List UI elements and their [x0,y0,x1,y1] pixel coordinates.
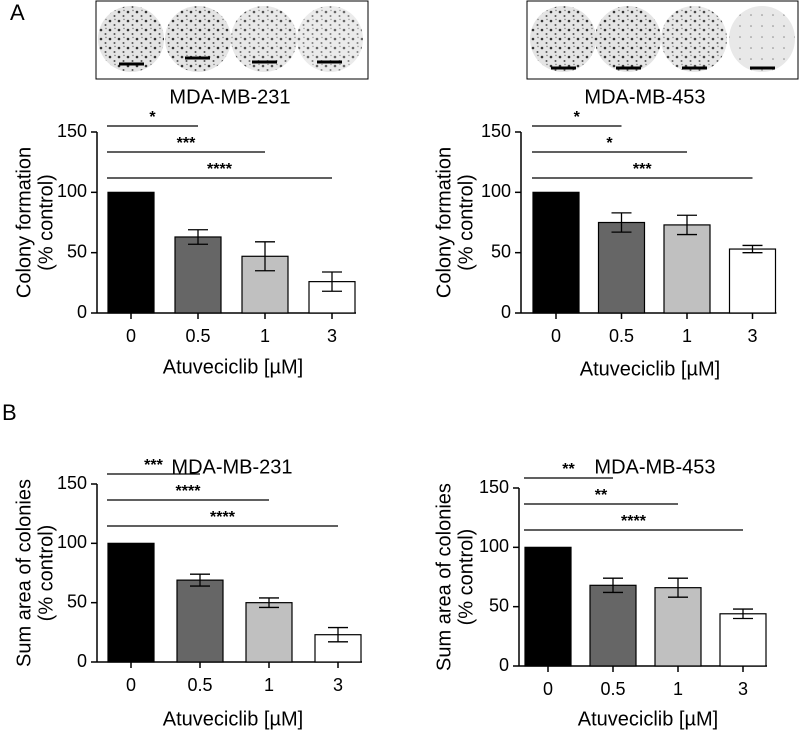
y-tick-label: 0 [77,302,87,322]
y-tick-label: 150 [57,121,87,141]
y-axis-label: Sum area of colonies [433,483,455,671]
x-tick-label: 0 [126,326,136,346]
error-bar [322,271,342,292]
x-tick-label: 3 [333,675,343,695]
significance-label: **** [210,509,236,526]
y-tick-label: 150 [479,477,509,497]
y-axis-label: (% control) [35,525,57,622]
y-tick-label: 50 [67,591,87,611]
x-tick-label: 3 [738,679,748,699]
chart-title: MDA-MB-453 [584,86,705,108]
error-bar [603,577,623,594]
y-axis-label: (% control) [455,529,477,626]
chart-title: MDA-MB-231 [171,456,292,478]
y-axis-label: Colony formation [433,147,455,298]
x-tick-label: 0 [543,679,553,699]
x-tick-label: 0.5 [609,326,634,346]
error-bar [188,229,208,245]
error-bar [611,212,632,233]
error-bar [259,597,279,609]
error-bar [668,577,688,598]
y-tick-label: 50 [489,595,509,615]
significance-label: *** [177,135,196,152]
bar [654,587,702,667]
x-axis-label: Atuveciclib [µM] [580,358,720,380]
x-tick-label: 1 [264,675,274,695]
chart-title: MDA-MB-453 [594,456,715,478]
x-tick-label: 1 [682,326,692,346]
significance-label: ** [595,487,608,504]
error-bar [190,573,210,587]
significance-label: ** [562,461,575,478]
bar [107,542,155,663]
significance-label: *** [144,457,163,474]
x-tick-label: 0 [126,675,136,695]
bar [728,248,777,314]
bar [532,191,580,314]
significance-label: **** [176,483,202,500]
bar [245,602,293,663]
error-bar [255,241,275,272]
well-images-453 [526,0,799,80]
significance-label: **** [207,161,233,178]
y-tick-label: 50 [491,241,511,261]
y-tick-label: 100 [479,536,509,556]
bar [107,191,155,314]
significance-label: **** [621,513,647,530]
y-tick-label: 100 [57,181,87,201]
y-tick-label: 150 [57,473,87,493]
x-tick-label: 3 [747,326,757,346]
x-tick-label: 1 [260,326,270,346]
significance-label: * [606,135,613,152]
x-tick-label: 0.5 [185,326,210,346]
error-bar [677,214,697,236]
y-axis-label: (% control) [455,174,477,271]
chart: MDA-MB-231 Atuveciclib [µM] Sum area of co… [13,456,362,730]
bar [524,546,572,667]
y-tick-label: 0 [499,655,509,675]
y-axis-label: Sum area of colonies [13,479,35,667]
well-images-231 [95,0,369,80]
y-axis-label: (% control) [35,174,57,271]
x-tick-label: 1 [673,679,683,699]
y-axis-label: Colony formation [13,147,35,298]
significance-label: *** [633,161,652,178]
y-tick-label: 0 [77,651,87,671]
x-tick-label: 3 [327,326,337,346]
x-axis-label: Atuveciclib [µM] [578,708,718,730]
y-tick-label: 100 [481,181,511,201]
x-axis-label: Atuveciclib [µM] [163,708,303,730]
y-tick-label: 50 [67,241,87,261]
bar [719,613,767,667]
bar [663,224,711,314]
chart: MDA-MB-453 Atuveciclib [µM] Sum area of co… [433,456,767,730]
bar [589,584,637,667]
error-bar [328,626,348,643]
x-tick-label: 0.5 [600,679,625,699]
bar [174,236,222,314]
panel-label: A [10,0,25,25]
significance-label: * [574,109,581,126]
error-bar [733,608,753,620]
bar [597,221,646,314]
y-tick-label: 0 [501,302,511,322]
x-axis-label: Atuveciclib [µM] [163,356,303,378]
y-tick-label: 100 [57,532,87,552]
y-tick-label: 150 [481,121,511,141]
error-bar [742,244,763,254]
panel-label: B [2,400,17,425]
significance-label: * [149,109,156,126]
x-tick-label: 0.5 [187,675,212,695]
chart: MDA-MB-231 Atuveciclib [µM] Colony formati… [13,86,356,378]
x-tick-label: 0 [551,326,561,346]
chart-title: MDA-MB-231 [169,86,290,108]
chart: MDA-MB-453 Atuveciclib [µM] Colony formati… [433,86,777,380]
bar [176,579,224,663]
